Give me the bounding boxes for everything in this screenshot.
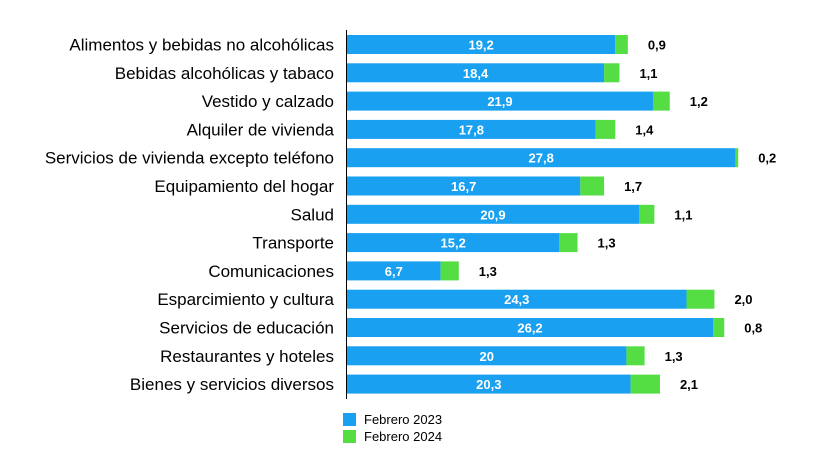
bar-febrero-2024: [735, 148, 739, 168]
data-label-febrero-2023: 20: [479, 349, 493, 364]
category-label: Restaurantes y hoteles: [160, 347, 334, 366]
data-label-febrero-2024: 2,1: [680, 377, 698, 392]
category-label: Bebidas alcohólicas y tabaco: [115, 64, 334, 83]
data-label-febrero-2023: 27,8: [529, 151, 554, 166]
data-label-febrero-2023: 26,2: [517, 321, 542, 336]
category-label: Esparcimiento y cultura: [157, 290, 334, 309]
legend-swatch: [343, 413, 356, 426]
bar-febrero-2024: [630, 374, 660, 394]
data-label-febrero-2024: 2,0: [734, 292, 752, 307]
bar-febrero-2024: [639, 204, 655, 224]
category-label: Servicios de educación: [159, 319, 334, 338]
data-label-febrero-2024: 1,3: [479, 264, 497, 279]
data-label-febrero-2024: 1,7: [624, 179, 642, 194]
bar-febrero-2024: [686, 289, 715, 309]
data-label-febrero-2023: 6,7: [385, 264, 403, 279]
bar-febrero-2023: [347, 204, 640, 224]
bar-febrero-2023: [347, 289, 687, 309]
bar-febrero-2023: [347, 91, 653, 111]
data-label-febrero-2023: 20,3: [476, 377, 501, 392]
data-label-febrero-2023: 24,3: [504, 292, 529, 307]
bar-febrero-2023: [347, 346, 627, 366]
bar-febrero-2024: [559, 233, 578, 253]
data-label-febrero-2024: 1,3: [665, 349, 683, 364]
data-label-febrero-2023: 18,4: [463, 66, 489, 81]
data-label-febrero-2023: 21,9: [487, 94, 512, 109]
data-label-febrero-2024: 1,2: [690, 94, 708, 109]
data-label-febrero-2024: 1,3: [598, 236, 616, 251]
category-labels: Alimentos y bebidas no alcohólicas Bebida…: [45, 36, 335, 395]
bars: 19,2 0,9 18,4 1,1 21,9 1,2 17,8 1,4 27,8 0,2 16,7 1…: [347, 35, 776, 394]
category-label: Alimentos y bebidas no alcohólicas: [69, 36, 334, 55]
legend: Febrero 2023 Febrero 2024: [343, 412, 442, 444]
bar-febrero-2023: [347, 233, 560, 253]
category-label: Equipamiento del hogar: [154, 177, 334, 196]
data-label-febrero-2023: 20,9: [480, 207, 505, 222]
bar-febrero-2024: [440, 261, 459, 281]
bar-febrero-2024: [652, 91, 670, 111]
legend-swatch: [343, 430, 356, 443]
legend-label: Febrero 2023: [364, 412, 442, 427]
data-label-febrero-2024: 0,2: [758, 151, 776, 166]
data-label-febrero-2024: 1,4: [635, 122, 654, 137]
bar-febrero-2023: [347, 35, 616, 54]
category-label: Servicios de vivienda excepto teléfono: [45, 149, 334, 168]
data-label-febrero-2024: 0,8: [744, 321, 762, 336]
category-label: Bienes y servicios diversos: [130, 375, 334, 394]
data-label-febrero-2024: 1,1: [639, 66, 657, 81]
bar-febrero-2023: [347, 148, 736, 168]
category-label: Comunicaciones: [208, 262, 334, 281]
bar-febrero-2024: [604, 63, 620, 83]
bar-febrero-2023: [347, 374, 631, 394]
data-label-febrero-2023: 15,2: [441, 236, 466, 251]
bar-febrero-2023: [347, 318, 714, 337]
bar-febrero-2023: [347, 261, 441, 281]
bar-febrero-2024: [615, 35, 628, 54]
category-label: Salud: [291, 205, 334, 224]
bar-febrero-2023: [347, 119, 596, 139]
bar-febrero-2024: [595, 119, 616, 139]
category-label: Vestido y calzado: [202, 92, 334, 111]
data-label-febrero-2023: 17,8: [459, 122, 484, 137]
data-label-febrero-2023: 16,7: [451, 179, 476, 194]
bar-febrero-2024: [580, 176, 605, 196]
bar-febrero-2024: [626, 346, 645, 366]
data-label-febrero-2023: 19,2: [468, 38, 493, 53]
bar-febrero-2023: [347, 176, 581, 196]
legend-label: Febrero 2024: [364, 429, 442, 444]
data-label-febrero-2024: 0,9: [648, 38, 666, 53]
category-label: Transporte: [252, 234, 334, 253]
data-label-febrero-2024: 1,1: [674, 207, 692, 222]
bar-febrero-2024: [713, 318, 725, 337]
bar-febrero-2023: [347, 63, 605, 83]
category-label: Alquiler de vivienda: [187, 120, 335, 139]
